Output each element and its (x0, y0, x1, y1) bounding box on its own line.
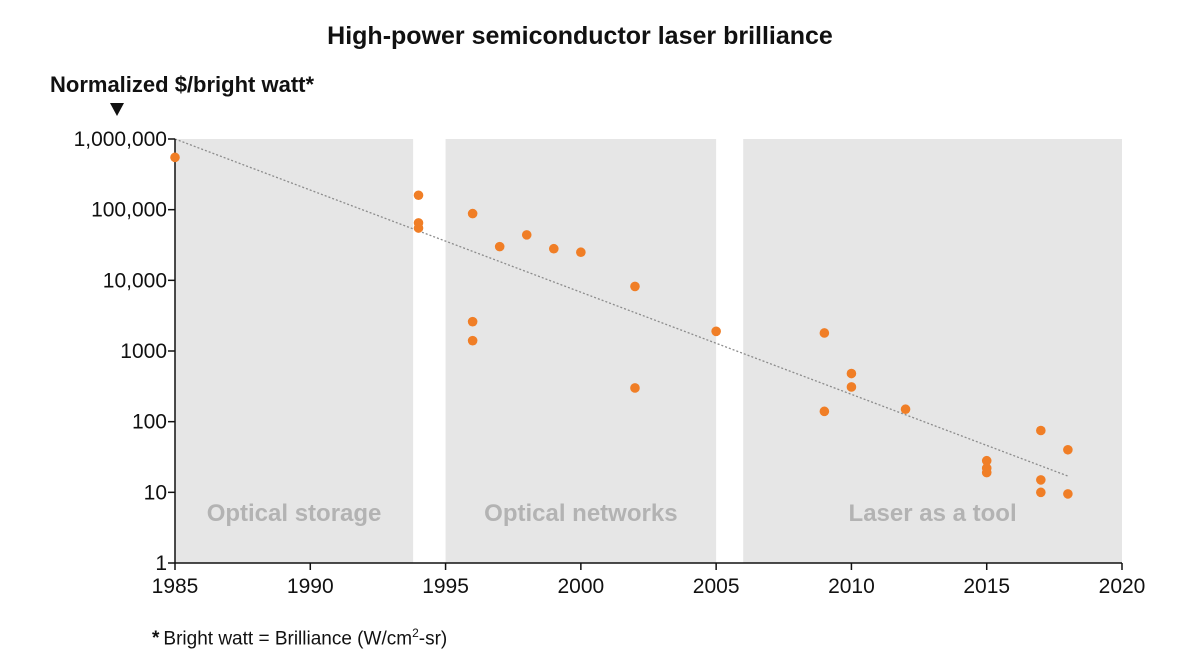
footnote-asterisk: * (152, 628, 160, 650)
data-point (819, 328, 830, 338)
data-point (521, 230, 532, 240)
x-tick-label: 2005 (693, 575, 740, 598)
data-point (467, 208, 478, 219)
data-point (711, 326, 721, 337)
data-point (846, 382, 857, 392)
down-arrow-icon (110, 103, 124, 116)
region-band-1 (175, 139, 414, 563)
x-tick-label: 2000 (557, 575, 604, 598)
trend-line (174, 138, 1069, 477)
data-point (900, 404, 911, 415)
data-point (467, 335, 478, 346)
data-point (1063, 489, 1073, 499)
data-point (413, 223, 424, 233)
y-tick-label: 100,000 (91, 199, 167, 222)
y-tick-label: 1000 (120, 340, 167, 363)
y-tick-label: 1,000,000 (74, 128, 167, 151)
x-tick-label: 2010 (828, 575, 875, 598)
x-tick-label: 2015 (963, 575, 1010, 598)
data-point (819, 406, 830, 417)
data-point (630, 281, 640, 292)
data-point (981, 455, 992, 466)
x-tick-label: 1995 (422, 575, 469, 598)
y-tick-label: 100 (132, 411, 167, 434)
region-label-2: Optical networks (484, 500, 677, 527)
data-point (467, 316, 478, 327)
y-axis-label: Normalized $/bright watt* (50, 72, 315, 97)
data-point (1036, 487, 1046, 498)
region-band-3 (743, 139, 1122, 563)
data-point (413, 190, 424, 201)
footnote-superscript: 2 (412, 626, 419, 640)
region-label-3: Laser as a tool (849, 500, 1017, 527)
data-point (1036, 425, 1046, 436)
x-tick-label: 1985 (152, 575, 199, 598)
region-band-2 (445, 139, 717, 563)
data-point (846, 368, 857, 379)
x-tick-label: 1990 (287, 575, 334, 598)
footnote-text: Bright watt = Brilliance (W/cm (163, 628, 413, 650)
data-point (1063, 444, 1073, 455)
footnote: * Bright watt = Brilliance (W/cm2-sr) (152, 626, 447, 650)
data-point (576, 247, 586, 258)
region-label-1: Optical storage (207, 500, 382, 527)
y-tick-label: 1 (155, 552, 167, 575)
data-point (549, 243, 559, 254)
data-point (494, 241, 505, 252)
data-point (981, 467, 992, 478)
data-point (630, 383, 640, 393)
chart-title: High-power semiconductor laser brillianc… (327, 22, 833, 50)
y-tick-label: 10 (144, 481, 167, 504)
footnote-suffix: -sr) (418, 628, 448, 650)
x-tick-label: 2020 (1099, 575, 1146, 598)
y-tick-label: 10,000 (103, 269, 167, 292)
data-point (1036, 475, 1046, 485)
data-point (170, 152, 180, 163)
